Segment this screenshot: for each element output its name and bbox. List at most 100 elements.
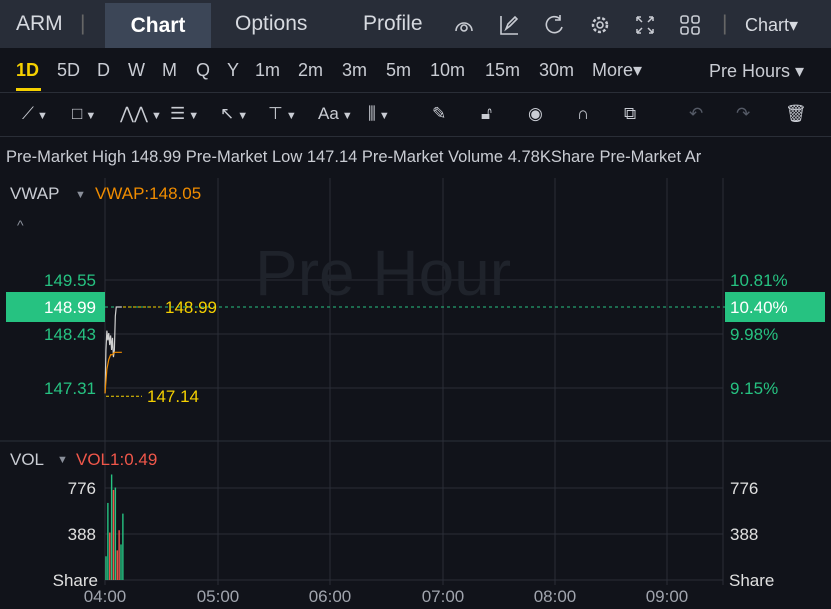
header-bar: ARM | Chart Options Profile | Chart▾	[0, 0, 831, 48]
low-marker: 147.14	[147, 387, 199, 406]
volume-bar	[112, 489, 115, 580]
x-tick: 06:00	[309, 587, 352, 606]
fibonacci-tool-icon[interactable]: ☰ ▼	[170, 104, 200, 123]
price-tick: 148.43	[44, 325, 96, 344]
vol-unit-right: Share	[729, 571, 774, 590]
fullscreen-icon[interactable]	[634, 14, 656, 36]
period-2m[interactable]: 2m	[298, 60, 324, 80]
pct-tick: 9.98%	[730, 325, 778, 344]
period-W[interactable]: W	[128, 60, 145, 80]
volume-bar	[118, 530, 120, 580]
undo-icon[interactable]: ↶	[689, 104, 704, 123]
vol-tick: 388	[68, 525, 96, 544]
period-30m[interactable]: 30m	[539, 60, 575, 80]
amount-label: Pre-Market Ar	[599, 148, 702, 166]
refresh-icon[interactable]	[543, 14, 565, 36]
high-marker: 148.99	[165, 298, 217, 317]
tab-chart[interactable]: Chart	[105, 3, 211, 48]
text-tool-icon[interactable]: Aa ▼	[318, 104, 353, 123]
current-price-badge	[6, 292, 105, 322]
high-value: 148.99	[130, 148, 182, 166]
volume-bar	[122, 513, 124, 580]
unlock-icon[interactable]: 🔓︎	[481, 104, 493, 123]
vol-dropdown-icon: ▼	[57, 454, 68, 466]
period-Y[interactable]: Y	[227, 60, 240, 80]
grid-layout-icon[interactable]	[679, 14, 701, 36]
more-label: More	[592, 60, 634, 80]
vwap-indicator: VWAP	[10, 184, 59, 203]
vwap-dropdown-icon: ▼	[75, 189, 86, 201]
chart-type-label: Chart	[745, 15, 790, 35]
period-1D[interactable]: 1D	[16, 60, 40, 80]
current-pct-badge	[725, 292, 825, 322]
x-tick: 04:00	[84, 587, 127, 606]
tab-profile[interactable]: Profile	[363, 12, 423, 35]
volume-label: Pre-Market Volume	[361, 148, 504, 166]
pattern-tool-icon[interactable]: ⋀⋀ ▼	[120, 104, 162, 123]
session-dropdown[interactable]: Pre Hours ▾	[709, 61, 805, 81]
period-3m[interactable]: 3m	[342, 60, 368, 80]
volume-bar	[116, 550, 118, 580]
volume-bar	[110, 474, 113, 580]
line-tool-icon[interactable]: ⟋ ▼	[22, 104, 48, 123]
magnet-icon[interactable]: ∩	[577, 104, 590, 123]
edit-icon[interactable]	[498, 14, 520, 36]
period-15m[interactable]: 15m	[485, 60, 521, 80]
price-tick: 147.31	[44, 379, 96, 398]
x-tick: 07:00	[422, 587, 465, 606]
arrow-tool-icon[interactable]: ↖ ▼	[220, 104, 249, 123]
vwap-line	[104, 351, 122, 394]
eye-icon[interactable]: ◉	[528, 104, 543, 123]
period-M[interactable]: M	[162, 60, 177, 80]
period-bar	[0, 48, 831, 93]
drawing-toolbar	[0, 93, 831, 137]
price-line	[104, 306, 122, 394]
tab-options[interactable]: Options	[235, 12, 308, 35]
volume-bar	[105, 556, 107, 580]
copy-icon[interactable]: ⧉	[624, 104, 637, 123]
redo-icon[interactable]: ↷	[736, 104, 751, 123]
pen-icon[interactable]: ✎	[432, 104, 447, 123]
high-label: Pre-Market High	[6, 148, 127, 166]
symbol: ARM	[16, 12, 63, 35]
period-5m[interactable]: 5m	[386, 60, 412, 80]
gear-icon[interactable]	[589, 14, 611, 36]
candles-tool-icon[interactable]: ⫼ ▼	[368, 104, 390, 123]
period-1m[interactable]: 1m	[255, 60, 281, 80]
vol-tick: 776	[68, 479, 96, 498]
x-tick: 09:00	[646, 587, 689, 606]
period-Q[interactable]: Q	[196, 60, 211, 80]
price-tick: 149.55	[44, 271, 96, 290]
low-value: 147.14	[306, 148, 358, 166]
vol-tick-right: 776	[730, 479, 758, 498]
more-dropdown[interactable]: More▾	[592, 60, 643, 80]
vol-unit: Share	[53, 571, 98, 590]
volume-bar	[114, 487, 117, 580]
period-D[interactable]: D	[97, 60, 110, 80]
chart-area[interactable]: Pre Hour VWAP ▼ VWAP:148.05 ^ 149.55 10.81% 148…	[0, 178, 831, 609]
volume-bar	[107, 502, 109, 580]
vol-value: VOL1:0.49	[76, 450, 157, 469]
trash-icon[interactable]: 🗑︎	[785, 104, 807, 123]
chart-type-dropdown[interactable]: Chart▾	[745, 15, 799, 35]
rectangle-tool-icon[interactable]: □ ▼	[72, 104, 97, 123]
x-tick: 05:00	[197, 587, 240, 606]
watermark: Pre Hour	[255, 237, 511, 309]
measure-tool-icon[interactable]: ⊤ ▼	[268, 104, 297, 123]
speedometer-icon[interactable]	[453, 14, 475, 36]
vol-indicator: VOL	[10, 450, 44, 469]
period-5D[interactable]: 5D	[57, 60, 81, 80]
active-period-indicator	[16, 88, 41, 91]
pct-tick: 9.15%	[730, 379, 778, 398]
volume-value: 4.78KShare	[507, 148, 595, 166]
low-label: Pre-Market Low	[185, 148, 303, 166]
volume-bar	[109, 532, 111, 580]
pct-tick: 10.40%	[730, 298, 788, 317]
vol-tick-right: 388	[730, 525, 758, 544]
premarket-info: Pre-Market High 148.99 Pre-Market Low 14…	[6, 148, 701, 167]
pct-tick: 10.81%	[730, 271, 788, 290]
x-tick: 08:00	[534, 587, 577, 606]
period-10m[interactable]: 10m	[430, 60, 466, 80]
vwap-value: VWAP:148.05	[95, 184, 201, 203]
collapse-icon: ^	[17, 217, 24, 233]
